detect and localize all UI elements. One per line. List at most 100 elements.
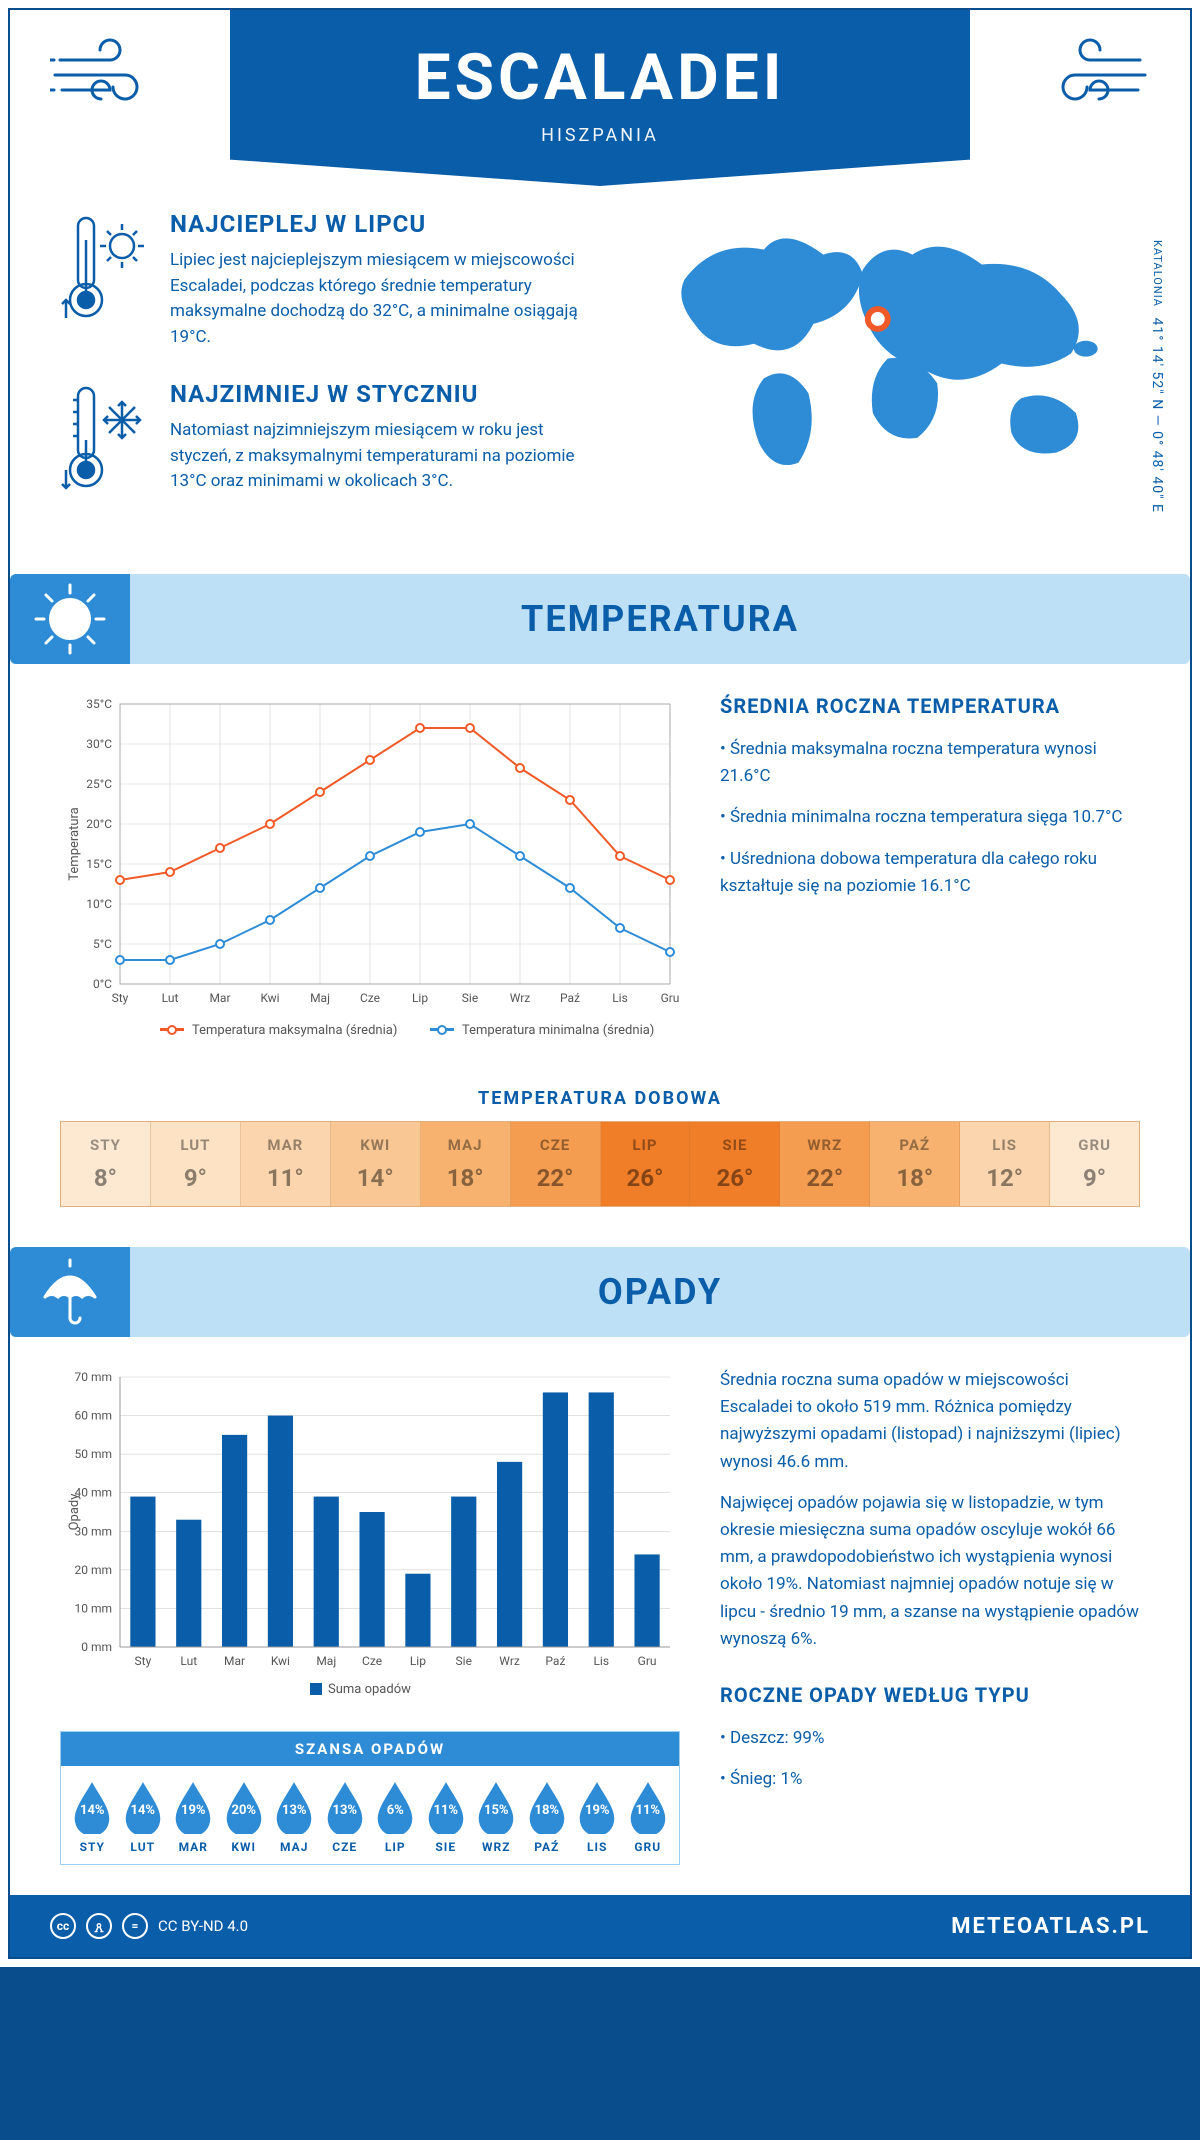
svg-text:Kwi: Kwi — [271, 1654, 290, 1668]
temperature-section-header: TEMPERATURA — [10, 574, 1190, 664]
by-icon: 🜶 — [86, 1913, 112, 1939]
daily-cell: LIS12° — [960, 1122, 1050, 1206]
precip-section-header: OPADY — [10, 1247, 1190, 1337]
svg-text:Cze: Cze — [362, 1654, 382, 1668]
chance-cell: 13%CZE — [320, 1780, 371, 1854]
temp-bullet: Średnia minimalna roczna temperatura się… — [720, 804, 1140, 831]
coldest-block: NAJZIMNIEJ W STYCZNIU Natomiast najzimni… — [60, 380, 605, 504]
daily-cell: WRZ22° — [780, 1122, 870, 1206]
country-subtitle: HISZPANIA — [250, 125, 950, 146]
svg-text:Lis: Lis — [593, 1654, 609, 1668]
temp-bullet: Uśredniona dobowa temperatura dla całego… — [720, 846, 1140, 900]
location-title: ESCALADEI — [250, 40, 950, 115]
svg-text:35°C: 35°C — [86, 697, 112, 711]
svg-text:25°C: 25°C — [86, 777, 112, 791]
precip-para2: Najwięcej opadów pojawia się w listopadz… — [720, 1490, 1140, 1653]
daily-cell: LIP26° — [601, 1122, 691, 1206]
svg-text:Lut: Lut — [162, 991, 179, 1005]
type-bullet: Śnieg: 1% — [720, 1766, 1140, 1793]
coordinates: KATALONIA 41° 14' 52" N — 0° 48' 40" E — [1149, 240, 1165, 513]
intro-section: NAJCIEPLEJ W LIPCU Lipiec jest najcieple… — [10, 180, 1190, 554]
warmest-block: NAJCIEPLEJ W LIPCU Lipiec jest najcieple… — [60, 210, 605, 350]
svg-text:Maj: Maj — [310, 991, 330, 1005]
svg-text:0 mm: 0 mm — [81, 1640, 112, 1654]
umbrella-icon — [10, 1247, 130, 1337]
svg-text:Paź: Paź — [545, 1654, 565, 1668]
thermometer-snow-icon — [60, 380, 150, 504]
svg-text:Lut: Lut — [180, 1654, 197, 1668]
precip-bar-chart: 0 mm10 mm20 mm30 mm40 mm50 mm60 mm70 mmS… — [60, 1367, 680, 1711]
svg-text:Wrz: Wrz — [510, 991, 531, 1005]
temp-stats-title: ŚREDNIA ROCZNA TEMPERATURA — [720, 694, 1140, 718]
svg-text:Paź: Paź — [560, 991, 580, 1005]
chance-cell: 14%STY — [67, 1780, 118, 1854]
svg-text:15°C: 15°C — [86, 857, 112, 871]
header: ESCALADEI HISZPANIA — [10, 10, 1190, 180]
svg-text:Mar: Mar — [224, 1654, 245, 1668]
footer: cc 🜶 = CC BY-ND 4.0 METEOATLAS.PL — [10, 1895, 1190, 1957]
svg-text:20°C: 20°C — [86, 817, 112, 831]
daily-cell: PAŹ18° — [870, 1122, 960, 1206]
svg-text:0°C: 0°C — [93, 977, 112, 991]
daily-cell: SIE26° — [690, 1122, 780, 1206]
svg-text:Opady: Opady — [67, 1494, 82, 1531]
svg-text:Cze: Cze — [360, 991, 380, 1005]
svg-text:Mar: Mar — [209, 991, 230, 1005]
precip-type-title: ROCZNE OPADY WEDŁUG TYPU — [720, 1683, 1140, 1707]
chance-cell: 20%KWI — [219, 1780, 270, 1854]
svg-text:Lip: Lip — [410, 1654, 426, 1668]
wind-icon-right — [970, 10, 1190, 120]
svg-text:20 mm: 20 mm — [74, 1563, 112, 1577]
svg-text:Suma opadów: Suma opadów — [328, 1682, 411, 1697]
svg-text:10°C: 10°C — [86, 897, 112, 911]
chance-cell: 19%LIS — [572, 1780, 623, 1854]
nd-icon: = — [122, 1913, 148, 1939]
svg-text:10 mm: 10 mm — [74, 1601, 112, 1615]
daily-cell: GRU9° — [1050, 1122, 1139, 1206]
svg-text:Temperatura: Temperatura — [67, 807, 82, 880]
site-name: METEOATLAS.PL — [951, 1914, 1150, 1939]
warmest-title: NAJCIEPLEJ W LIPCU — [170, 210, 605, 238]
temperature-stats: ŚREDNIA ROCZNA TEMPERATURA Średnia maksy… — [720, 694, 1140, 1058]
chance-cell: 6%LIP — [370, 1780, 421, 1854]
precip-chance-box: SZANSA OPADÓW 14%STY14%LUT19%MAR20%KWI13… — [60, 1731, 680, 1865]
daily-cell: KWI14° — [331, 1122, 421, 1206]
svg-text:5°C: 5°C — [93, 937, 112, 951]
thermometer-sun-icon — [60, 210, 150, 350]
chance-cell: 15%WRZ — [471, 1780, 522, 1854]
svg-text:Temperatura minimalna (średnia: Temperatura minimalna (średnia) — [462, 1023, 654, 1038]
wind-icon-left — [10, 10, 230, 120]
chance-title: SZANSA OPADÓW — [61, 1732, 679, 1766]
precip-stats: Średnia roczna suma opadów w miejscowośc… — [720, 1367, 1140, 1865]
warmest-text: Lipiec jest najcieplejszym miesiącem w m… — [170, 248, 605, 350]
chance-cell: 19%MAR — [168, 1780, 219, 1854]
precip-title: OPADY — [130, 1247, 1190, 1337]
daily-cell: STY8° — [61, 1122, 151, 1206]
type-bullet: Deszcz: 99% — [720, 1725, 1140, 1752]
title-banner: ESCALADEI HISZPANIA — [230, 10, 970, 186]
svg-text:Sie: Sie — [462, 991, 478, 1005]
daily-cell: MAJ18° — [421, 1122, 511, 1206]
svg-text:Gru: Gru — [661, 991, 680, 1005]
svg-text:Lip: Lip — [412, 991, 428, 1005]
cc-icon: cc — [50, 1913, 76, 1939]
chance-cell: 11%GRU — [623, 1780, 674, 1854]
world-map: KATALONIA 41° 14' 52" N — 0° 48' 40" E — [645, 210, 1140, 534]
temperature-title: TEMPERATURA — [130, 574, 1190, 664]
svg-text:Temperatura maksymalna (średni: Temperatura maksymalna (średnia) — [192, 1023, 397, 1038]
coldest-title: NAJZIMNIEJ W STYCZNIU — [170, 380, 605, 408]
svg-text:Kwi: Kwi — [260, 991, 279, 1005]
daily-temp-title: TEMPERATURA DOBOWA — [10, 1088, 1190, 1109]
sun-icon — [10, 574, 130, 664]
chance-cell: 13%MAJ — [269, 1780, 320, 1854]
svg-text:60 mm: 60 mm — [74, 1409, 112, 1423]
temperature-line-chart: 0°C5°C10°C15°C20°C25°C30°C35°CStyLutMarK… — [60, 694, 680, 1058]
chance-cell: 11%SIE — [421, 1780, 472, 1854]
precip-para1: Średnia roczna suma opadów w miejscowośc… — [720, 1367, 1140, 1476]
svg-text:Wrz: Wrz — [499, 1654, 520, 1668]
svg-text:30°C: 30°C — [86, 737, 112, 751]
svg-text:Sty: Sty — [135, 1654, 152, 1668]
svg-text:50 mm: 50 mm — [74, 1447, 112, 1461]
daily-cell: MAR11° — [241, 1122, 331, 1206]
svg-text:Sie: Sie — [456, 1654, 472, 1668]
